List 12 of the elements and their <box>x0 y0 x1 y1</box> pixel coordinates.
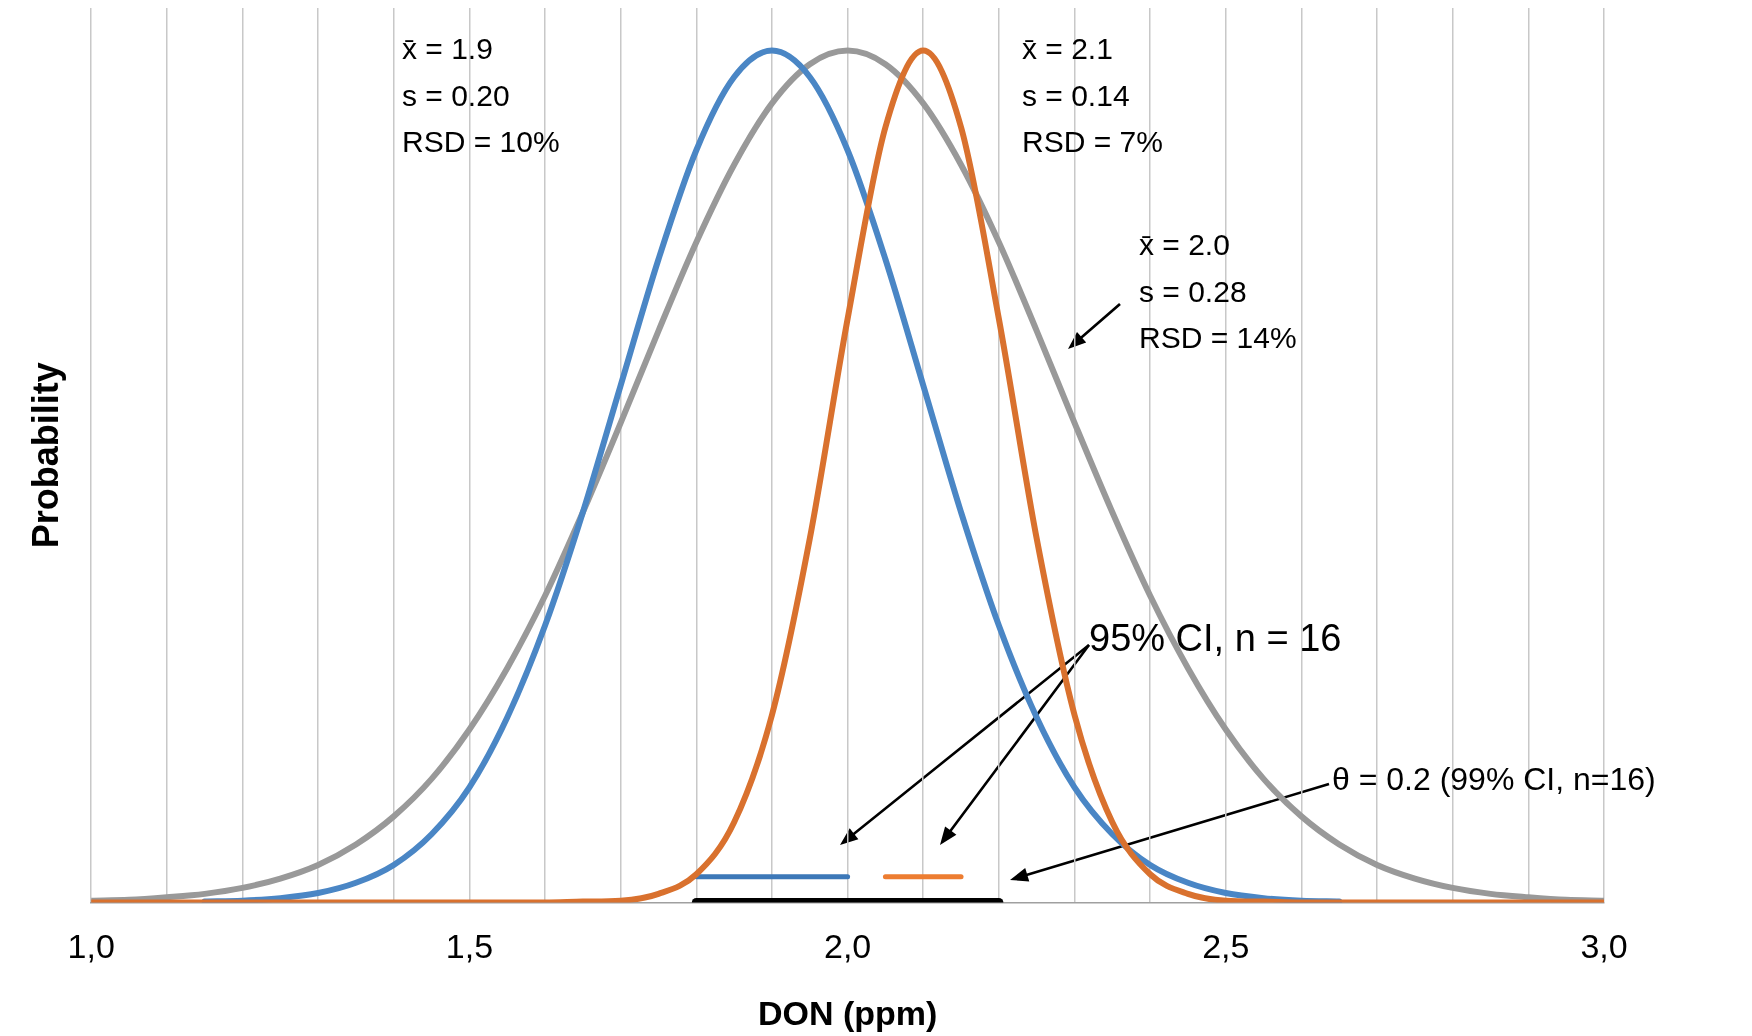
x-tick-label: 3,0 <box>1580 927 1628 966</box>
x-tick-label: 2,5 <box>1202 927 1250 966</box>
annotation: 95% CI, n = 16 <box>1089 617 1342 660</box>
annotation: θ = 0.2 (99% CI, n=16) <box>1332 760 1656 797</box>
x-axis-title: DON (ppm) <box>757 993 938 1032</box>
x-tick-label: 2,0 <box>823 927 872 966</box>
annotation: x̄ = 2.1 s = 0.14 RSD = 7% <box>1022 32 1163 159</box>
y-axis-title: Probability <box>24 362 66 549</box>
annotation: x̄ = 1.9 s = 0.20 RSD = 10% <box>402 32 560 159</box>
x-tick-label: 1,5 <box>445 927 494 966</box>
annotation: x̄ = 2.0 s = 0.28 RSD = 14% <box>1139 228 1297 355</box>
x-tick-label: 1,0 <box>67 927 115 966</box>
